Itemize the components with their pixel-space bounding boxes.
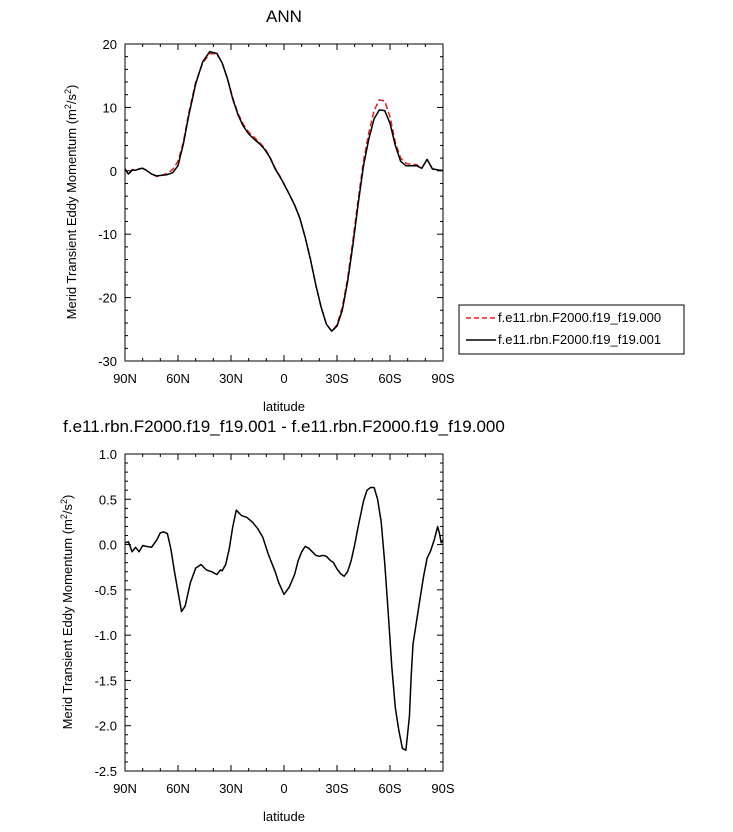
y-tick-label: -2.5 (95, 764, 117, 779)
chart-2: f.e11.rbn.F2000.f19_f19.001 - f.e11.rbn.… (59, 417, 505, 824)
chart-2-series-line-1 (125, 488, 443, 751)
y-tick-label: -0.5 (95, 583, 117, 598)
chart-1-series-line-2 (125, 52, 443, 332)
chart-1-x-axis-label: latitude (263, 399, 305, 414)
x-tick-label: 0 (280, 371, 287, 386)
legend-label-series-1: f.e11.rbn.F2000.f19_f19.000 (498, 310, 661, 325)
x-tick-label: 30N (219, 371, 243, 386)
y-tick-label: 0.0 (99, 538, 117, 553)
legend-label-series-2: f.e11.rbn.F2000.f19_f19.001 (498, 332, 661, 347)
x-tick-label: 90N (113, 371, 137, 386)
chart-1-title: ANN (266, 7, 302, 26)
chart-2-plot-frame (125, 454, 443, 771)
y-tick-label: 0.5 (99, 492, 117, 507)
x-tick-label: 30N (219, 781, 243, 796)
y-tick-label: -20 (98, 291, 117, 306)
x-tick-label: 90N (113, 781, 137, 796)
chart-1-y-axis-label: Merid Transient Eddy Momentum (m2/s2) (63, 85, 79, 320)
x-tick-label: 60S (378, 371, 401, 386)
chart-2-title: f.e11.rbn.F2000.f19_f19.001 - f.e11.rbn.… (63, 417, 505, 436)
chart-1-x-ticks: 90N 60N 30N 0 30S 60S 90S (113, 44, 455, 386)
chart-1-legend: f.e11.rbn.F2000.f19_f19.000 f.e11.rbn.F2… (459, 305, 684, 354)
x-tick-label: 90S (431, 371, 454, 386)
x-tick-label: 30S (325, 781, 348, 796)
y-tick-label: -10 (98, 227, 117, 242)
x-tick-label: 30S (325, 371, 348, 386)
chart-1-series-group (125, 52, 443, 332)
y-tick-label: 20 (103, 37, 117, 52)
y-tick-label: -30 (98, 354, 117, 369)
chart-1: ANN 90N 60N 30N 0 30S 60S 90S -30 -20 -10 0 10 20 l… (63, 7, 684, 414)
chart-1-y-ticks: -30 -20 -10 0 10 20 (98, 37, 443, 369)
chart-2-y-axis-label: Merid Transient Eddy Momentum (m2/s2) (59, 495, 75, 730)
chart-2-series-group (125, 488, 443, 751)
x-tick-label: 60N (166, 781, 190, 796)
y-tick-label: 1.0 (99, 447, 117, 462)
x-tick-label: 60N (166, 371, 190, 386)
chart-2-x-ticks: 90N 60N 30N 0 30S 60S 90S (113, 454, 455, 796)
chart-2-x-axis-label: latitude (263, 809, 305, 824)
y-tick-label: -2.0 (95, 719, 117, 734)
y-tick-label: -1.5 (95, 673, 117, 688)
chart-1-plot-frame (125, 44, 443, 361)
y-tick-label: -1.0 (95, 628, 117, 643)
x-tick-label: 90S (431, 781, 454, 796)
x-tick-label: 60S (378, 781, 401, 796)
y-tick-label: 10 (103, 100, 117, 115)
x-tick-label: 0 (280, 781, 287, 796)
chart-2-y-ticks: -2.5 -2.0 -1.5 -1.0 -0.5 0.0 0.5 1.0 (95, 447, 443, 779)
y-tick-label: 0 (110, 164, 117, 179)
chart-1-series-line-1 (125, 54, 443, 332)
